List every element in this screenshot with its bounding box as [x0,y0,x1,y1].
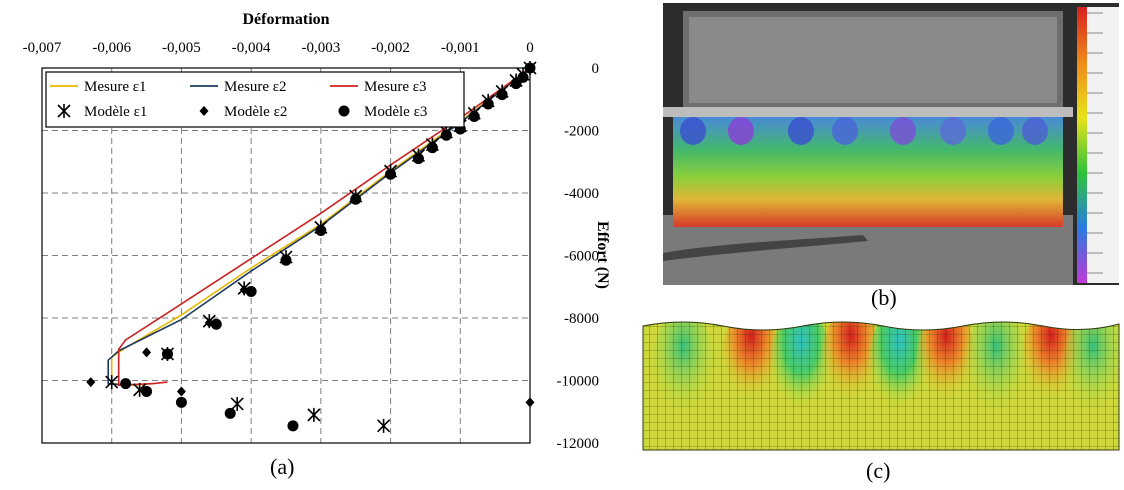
axis-layer: -0,007 -0,006 -0,005 -0,004 -0,003 -0,002 -0,0… [23,40,599,452]
y-tick-label: -8000 [564,311,599,327]
data-point [350,193,362,205]
dic-strain-spot [890,117,916,145]
legend-label: Mesure ε1 [84,79,147,95]
data-point [524,62,536,74]
y-tick-label: -12000 [557,436,600,452]
color-scale-bar [1077,7,1087,283]
data-point [176,386,186,397]
x-tick-label: -0,003 [301,40,340,56]
data-point [510,78,522,90]
x-tick-label: -0,001 [441,40,480,56]
series-layer [86,61,537,433]
data-point [338,105,350,117]
grid-layer [42,68,530,443]
plot-frame [41,67,531,444]
data-point [287,420,299,432]
y-tick-label: -10000 [557,374,600,390]
data-point [120,378,132,390]
data-point [525,397,535,408]
legend-label: Mesure ε3 [364,79,427,95]
data-point [224,407,236,419]
data-point [377,418,391,433]
fe-mesh-model [641,318,1121,453]
panel-label-b: (b) [871,285,897,310]
dic-strain-spot [788,117,814,145]
data-point [57,104,71,118]
y-tick-label: -4000 [564,186,599,202]
data-point [142,347,152,358]
y-tick-label: -6000 [564,249,599,265]
strain-force-chart: -0,007 -0,006 -0,005 -0,004 -0,003 -0,002 -0,0… [23,11,611,452]
data-point [412,153,424,165]
data-point [245,285,257,297]
x-tick-label: 0 [526,40,534,56]
dic-strain-spot [988,117,1014,145]
data-point [315,225,327,236]
y-axis-title: Effort (N) [594,221,611,289]
x-axis-title: Déformation [242,11,329,28]
dic-strain-spot [728,117,754,145]
dic-strain-spot [940,117,966,145]
data-point [105,375,119,390]
x-tick-label: -0,004 [232,40,271,56]
dic-strain-spot [832,117,858,145]
data-point [426,142,438,154]
data-point [86,377,96,388]
y-tick-label: 0 [592,61,600,77]
series-6 [120,62,536,432]
legend-box [45,71,465,128]
dic-strain-spot [1022,117,1048,145]
data-point [280,254,292,266]
legend-label: Modèle ε1 [84,104,147,120]
data-point [141,385,153,397]
data-point [175,396,187,408]
data-point [199,106,209,116]
legend-label: Modèle ε2 [224,104,287,120]
data-point [210,318,222,330]
x-tick-label: -0,006 [92,40,131,56]
panel-label-a: (a) [270,454,295,479]
data-point [482,98,494,110]
x-tick-label: -0,005 [162,40,201,56]
data-point [230,396,244,411]
legend-label: Modèle ε3 [364,104,427,120]
data-point [385,168,397,180]
legend-label: Mesure ε2 [224,79,287,95]
data-point [307,407,321,422]
x-tick-label: -0,002 [371,40,410,56]
fe-mesh [642,321,1120,451]
x-tick-label: -0,007 [23,40,62,56]
dic-strain-spot [680,117,706,145]
dic-strain-photo [663,3,1119,285]
y-tick-label: -2000 [564,124,599,140]
data-point [161,348,173,360]
dic-strain-field [663,3,1119,285]
data-point [468,110,480,122]
legend: Mesure ε1 Mesure ε2 Mesure ε3 Modèle ε1 Modè… [45,71,465,128]
panel-label-c: (c) [866,458,891,483]
data-point [496,89,508,101]
data-point [440,129,452,141]
